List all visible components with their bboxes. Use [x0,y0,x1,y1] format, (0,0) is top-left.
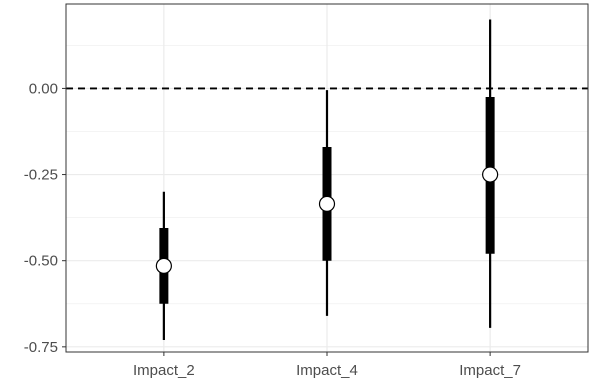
y-tick-label: -0.25 [24,167,58,184]
x-tick-label: Impact_7 [459,362,521,379]
point-estimate [155,257,172,274]
y-tick-label: 0.00 [29,80,58,97]
y-tick-label: -0.75 [24,339,58,356]
y-axis: 0.00 -0.25 -0.50 -0.75 [24,80,66,356]
intervals [155,19,499,340]
x-tick-label: Impact_4 [296,362,358,379]
point-estimate [318,195,336,212]
x-axis: Impact_2 Impact_4 Impact_7 [133,352,521,379]
point-estimate [482,166,499,183]
y-tick-label: -0.50 [24,253,58,270]
x-tick-label: Impact_2 [133,362,195,379]
